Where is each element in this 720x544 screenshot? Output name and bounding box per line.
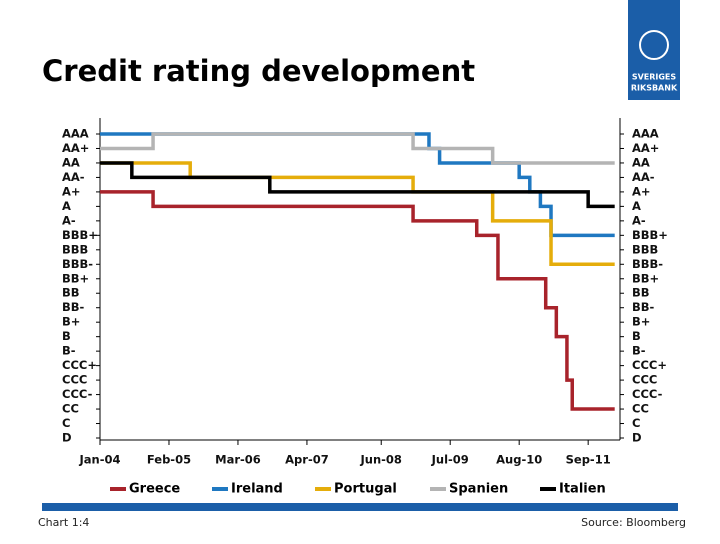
- y-tick-label: D: [62, 431, 72, 445]
- series-line: [100, 132, 615, 165]
- y2-tick-label: B+: [632, 315, 650, 329]
- logo-emblem: [639, 30, 669, 60]
- y-tick-label: BB: [62, 286, 80, 300]
- y-tick-label: CCC+: [62, 358, 97, 372]
- logo-text: SVERIGES: [632, 73, 677, 82]
- footer-bar: [42, 503, 678, 511]
- y2-tick-label: AA+: [632, 141, 659, 155]
- y-tick-label: AAA: [62, 127, 89, 141]
- y2-tick-label: B-: [632, 344, 646, 358]
- x-tick-label: Apr-07: [285, 453, 329, 467]
- legend-label: Ireland: [231, 482, 283, 497]
- y2-tick-label: CCC+: [632, 358, 667, 372]
- y-tick-label: CC: [62, 402, 79, 416]
- y-tick-label: BB+: [62, 271, 89, 285]
- y-tick-label: BBB-: [62, 257, 93, 271]
- y-tick-label: B: [62, 329, 71, 343]
- chart-title: Credit rating development: [42, 54, 475, 88]
- x-tick-label: Jan-04: [78, 453, 120, 467]
- y2-tick-label: AAA: [632, 127, 659, 141]
- chart-number: Chart 1:4: [38, 516, 89, 529]
- x-tick-label: Jul-09: [431, 453, 469, 467]
- y2-tick-label: BB-: [632, 300, 655, 314]
- y2-tick-label: AA-: [632, 170, 655, 184]
- legend-label: Greece: [129, 482, 180, 497]
- y-tick-label: CCC: [62, 373, 87, 387]
- y2-tick-label: B: [632, 329, 641, 343]
- legend-label: Italien: [559, 482, 606, 497]
- legend-label: Spanien: [449, 482, 508, 497]
- x-tick-label: Feb-05: [147, 453, 191, 467]
- x-tick-label: Aug-10: [496, 453, 542, 467]
- y2-tick-label: CCC: [632, 373, 657, 387]
- y2-tick-label: CCC-: [632, 387, 663, 401]
- y-tick-label: C: [62, 416, 70, 430]
- y-tick-label: B+: [62, 315, 80, 329]
- y2-tick-label: BB+: [632, 271, 659, 285]
- y-tick-label: A+: [62, 184, 81, 198]
- series-line: [100, 161, 615, 209]
- y-tick-label: AA: [62, 155, 80, 169]
- x-tick-label: Mar-06: [215, 453, 261, 467]
- y-tick-label: A: [62, 199, 71, 213]
- legend-label: Portugal: [334, 482, 397, 497]
- y-tick-label: AA+: [62, 141, 89, 155]
- y2-tick-label: C: [632, 416, 640, 430]
- y2-tick-label: A-: [632, 213, 646, 227]
- source: Source: Bloomberg: [581, 516, 686, 529]
- y-tick-label: BBB+: [62, 228, 98, 242]
- y-tick-label: A-: [62, 213, 76, 227]
- y-tick-label: BB-: [62, 300, 85, 314]
- y2-tick-label: BBB-: [632, 257, 663, 271]
- y2-tick-label: CC: [632, 402, 649, 416]
- y2-tick-label: BB: [632, 286, 650, 300]
- y2-tick-label: A+: [632, 184, 651, 198]
- y-tick-label: B-: [62, 344, 76, 358]
- y-tick-label: BBB: [62, 242, 88, 256]
- y-tick-label: CCC-: [62, 387, 93, 401]
- logo-text: RIKSBANK: [631, 84, 678, 93]
- series-line: [100, 190, 615, 411]
- x-tick-label: Sep-11: [566, 453, 611, 467]
- y2-tick-label: A: [632, 199, 641, 213]
- logo: SVERIGES RIKSBANK: [628, 0, 680, 100]
- y2-tick-label: D: [632, 431, 642, 445]
- x-tick-label: Jun-08: [360, 453, 402, 467]
- y-tick-label: AA-: [62, 170, 85, 184]
- y2-tick-label: AA: [632, 155, 650, 169]
- y2-tick-label: BBB: [632, 242, 658, 256]
- y2-tick-label: BBB+: [632, 228, 668, 242]
- logo-background: [628, 0, 680, 100]
